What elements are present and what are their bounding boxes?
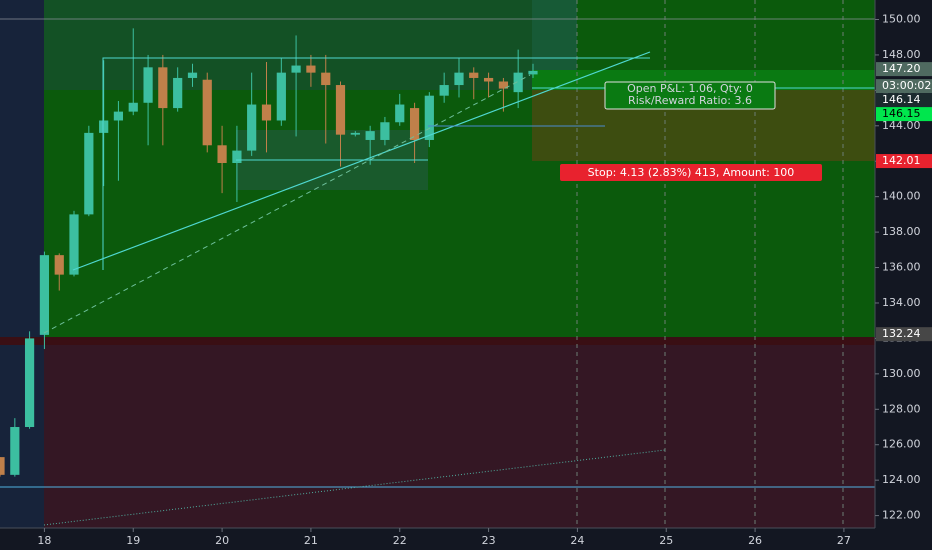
- y-tick-label: 144.00: [882, 119, 921, 132]
- candle-body: [261, 104, 272, 121]
- y-tick-label: 150.00: [882, 12, 921, 25]
- price-label-box: [876, 154, 932, 169]
- y-tick-label: 140.00: [882, 190, 921, 203]
- x-tick-label: 22: [393, 534, 407, 547]
- candle-body: [187, 72, 198, 78]
- candle-body: [365, 131, 375, 140]
- candles: [0, 28, 538, 477]
- candle-body: [335, 85, 346, 135]
- price-label: 147.20: [882, 62, 921, 75]
- candle-body: [217, 145, 227, 164]
- y-tick-label: 126.00: [882, 438, 921, 451]
- x-tick-label: 26: [748, 534, 762, 547]
- candle-body: [69, 214, 79, 275]
- candle-body: [113, 111, 124, 121]
- pnl-box: [604, 81, 776, 110]
- countdown-box: [876, 79, 932, 94]
- y-tick-label: 136.00: [882, 261, 921, 274]
- candle-body: [0, 457, 5, 475]
- loss-zone: [44, 337, 875, 528]
- candle-body: [158, 67, 168, 109]
- range-box: [532, 0, 577, 70]
- price-label: 132.24: [882, 327, 921, 340]
- x-tick-label: 24: [570, 534, 584, 547]
- y-tick-label: 122.00: [882, 509, 921, 522]
- candle-body: [409, 108, 420, 140]
- candle-body: [84, 132, 94, 215]
- x-tick-label: 21: [304, 534, 318, 547]
- x-tick-label: 25: [659, 534, 673, 547]
- candle-body: [498, 81, 509, 89]
- candle-body: [99, 120, 109, 133]
- dashed-trend: [43, 74, 531, 334]
- candle-body: [143, 67, 153, 103]
- resistance-line: [102, 57, 650, 270]
- candle-body: [128, 102, 138, 112]
- candle-body: [439, 85, 449, 96]
- candle-body: [306, 65, 316, 73]
- candle-body: [276, 72, 286, 121]
- candle-body: [528, 70, 538, 75]
- candle-body: [321, 72, 331, 86]
- candle-body: [291, 65, 301, 73]
- price-label: 146.14: [882, 93, 921, 106]
- x-tick-label: 20: [215, 534, 229, 547]
- candle-body: [173, 77, 183, 109]
- candle-body: [24, 338, 35, 428]
- candle-body: [202, 79, 212, 146]
- y-tick-label: 128.00: [882, 402, 921, 415]
- candle-body: [469, 72, 479, 78]
- candle-body: [424, 95, 434, 140]
- price-label-box: [876, 62, 932, 77]
- candle-body: [247, 104, 257, 151]
- candle-body: [10, 427, 20, 475]
- y-tick-label: 124.00: [882, 473, 921, 486]
- x-tick-label: 18: [37, 534, 51, 547]
- range-box: [44, 0, 532, 90]
- candle-body: [232, 150, 242, 164]
- pre-range-zone: [0, 0, 44, 528]
- candle-body: [54, 255, 64, 275]
- stop-box: [560, 164, 822, 181]
- countdown: 03:00:02: [882, 79, 931, 92]
- candle-body: [483, 77, 494, 82]
- y-tick-label: 148.00: [882, 48, 921, 61]
- y-tick-label: 130.00: [882, 367, 921, 380]
- price-label: 146.15: [882, 107, 921, 120]
- candle-body: [380, 122, 390, 140]
- candle-body: [395, 104, 405, 123]
- dotted-trend: [43, 449, 666, 526]
- y-tick-label: 138.00: [882, 225, 921, 238]
- x-tick-label: 23: [482, 534, 496, 547]
- pnl-label: Open P&L: 1.06, Qty: 0: [627, 82, 753, 95]
- price-label-box: [876, 93, 932, 108]
- price-label: 142.01: [882, 154, 921, 167]
- x-tick-label: 27: [837, 534, 851, 547]
- ratio-label: Risk/Reward Ratio: 3.6: [628, 94, 752, 107]
- y-tick-label: 134.00: [882, 296, 921, 309]
- candle-body: [350, 132, 360, 135]
- candle-body: [39, 255, 50, 335]
- zone-edge: [0, 337, 875, 345]
- x-tick-label: 19: [126, 534, 140, 547]
- candle-body: [513, 72, 523, 93]
- time-axis: [0, 528, 932, 550]
- price-label-box: [876, 327, 932, 342]
- stop-label: Stop: 4.13 (2.83%) 413, Amount: 100: [588, 166, 795, 179]
- price-label-box: [876, 107, 932, 122]
- candle-body: [454, 72, 464, 86]
